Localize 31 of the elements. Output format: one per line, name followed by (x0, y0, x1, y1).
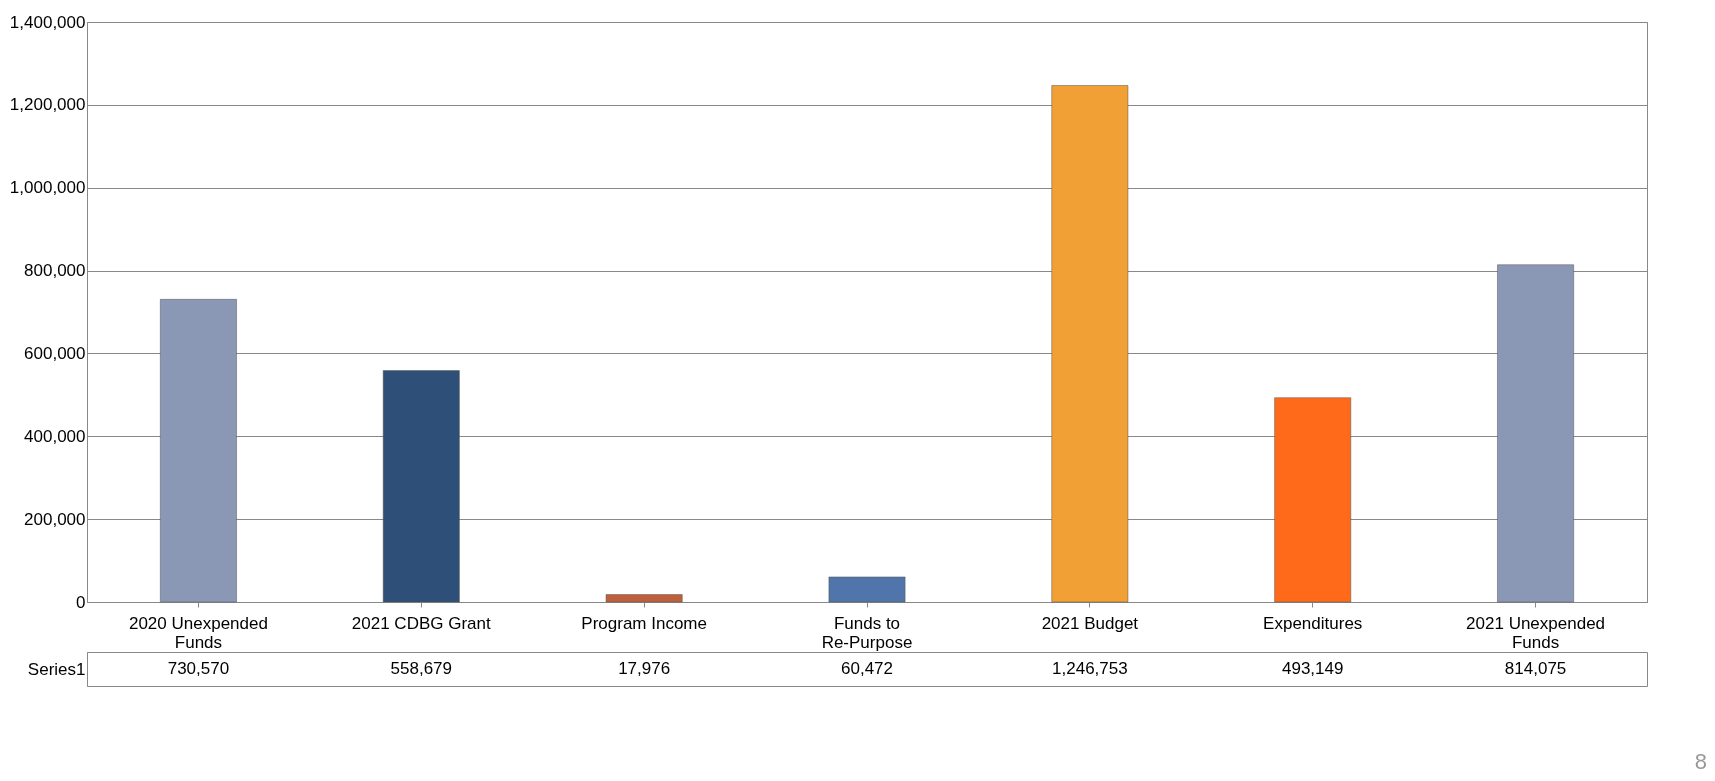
x-tick-label: Expenditures (1263, 613, 1363, 633)
y-tick-label: 400,000 (24, 426, 86, 446)
text: Series1 (27, 659, 86, 679)
y-tick-label: 200,000 (24, 509, 86, 529)
x-tick-label: 2020 Unexpended Funds (128, 613, 268, 652)
text: 60,472 (841, 659, 893, 678)
bar (160, 299, 237, 603)
y-tick-label: 1,000,000 (9, 178, 86, 198)
x-tick-label: 2021 Budget (1041, 613, 1139, 633)
bar (1274, 397, 1352, 603)
x-tick-label: Funds to Re-Purpose (821, 613, 913, 652)
y-tick-label: 600,000 (24, 343, 86, 363)
text: 814,075 (1504, 659, 1567, 678)
text: 8 (1694, 749, 1707, 775)
text: 558,679 (390, 659, 453, 678)
text: 1,246,753 (1052, 659, 1128, 678)
y-tick-label: 1,200,000 (9, 95, 86, 115)
bar (382, 370, 460, 603)
bar (605, 594, 683, 603)
x-tick-label: Program Income (581, 613, 707, 633)
text: 493,149 (1281, 659, 1344, 678)
x-tick-label: 2021 Unexpended Funds (1466, 613, 1606, 652)
x-tick-label: 2021 CDBG Grant (351, 613, 492, 633)
bar (1051, 85, 1129, 603)
y-tick-label: 800,000 (24, 261, 86, 281)
y-tick-label: 1,400,000 (9, 12, 86, 32)
text: 730,570 (167, 659, 230, 678)
text: 17,976 (618, 659, 671, 678)
bar (828, 576, 906, 603)
bar (1497, 264, 1574, 603)
y-tick-label: 0 (76, 592, 86, 612)
